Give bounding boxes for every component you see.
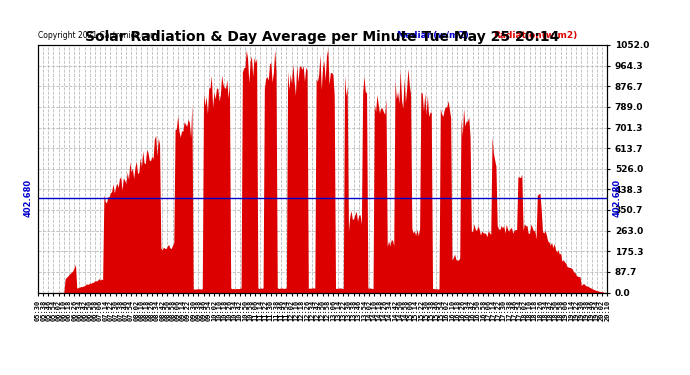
- Text: Median(w/m2): Median(w/m2): [397, 32, 469, 40]
- Text: Radiation(w/m2): Radiation(w/m2): [493, 32, 578, 40]
- Text: 402.680: 402.680: [23, 179, 32, 217]
- Title: Solar Radiation & Day Average per Minute Tue May 25 20:14: Solar Radiation & Day Average per Minute…: [86, 30, 560, 44]
- Text: 402.680: 402.680: [613, 179, 622, 217]
- Text: Copyright 2021 Cartronics.com: Copyright 2021 Cartronics.com: [38, 32, 157, 40]
